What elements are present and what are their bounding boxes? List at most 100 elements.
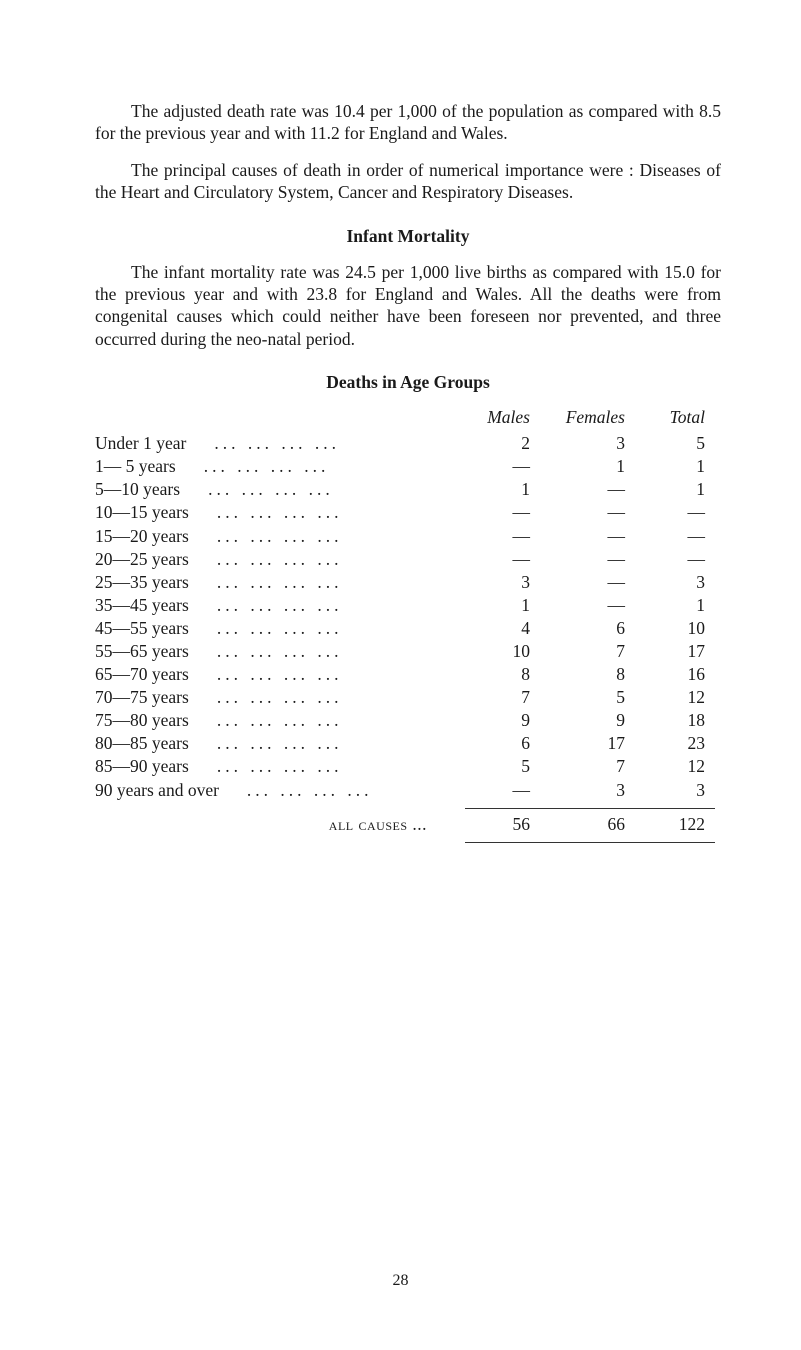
- row-total: 23: [625, 732, 705, 755]
- table-row: 20—25 years... ... ... ...———: [95, 548, 721, 571]
- row-males: 1: [455, 478, 530, 501]
- totals-females: 66: [530, 813, 625, 836]
- heading-infant-mortality: Infant Mortality: [95, 226, 721, 247]
- row-males: 9: [455, 709, 530, 732]
- leader-dots: ... ... ... ...: [189, 526, 343, 546]
- row-label-text: 20—25 years: [95, 549, 189, 569]
- table-row: 55—65 years... ... ... ...10717: [95, 640, 721, 663]
- row-females: —: [530, 501, 625, 524]
- leader-dots: ... ... ... ...: [189, 595, 343, 615]
- table-header-row: Males Females Total: [95, 407, 721, 428]
- heading-deaths-in-age-groups: Deaths in Age Groups: [95, 372, 721, 393]
- leader-dots: ... ... ... ...: [180, 479, 334, 499]
- row-males: —: [455, 455, 530, 478]
- row-label-text: 90 years and over: [95, 780, 219, 800]
- row-males: 2: [455, 432, 530, 455]
- row-females: 6: [530, 617, 625, 640]
- row-label: 55—65 years... ... ... ...: [95, 640, 455, 663]
- row-total: —: [625, 525, 705, 548]
- row-label-text: 45—55 years: [95, 618, 189, 638]
- leader-dots: ... ... ... ...: [189, 687, 343, 707]
- leader-dots: ... ... ... ...: [189, 502, 343, 522]
- totals-males: 56: [455, 813, 530, 836]
- row-label: 25—35 years... ... ... ...: [95, 571, 455, 594]
- row-total: 5: [625, 432, 705, 455]
- row-total: —: [625, 501, 705, 524]
- row-label: 65—70 years... ... ... ...: [95, 663, 455, 686]
- row-males: 5: [455, 755, 530, 778]
- row-label: 15—20 years... ... ... ...: [95, 525, 455, 548]
- leader-dots: ... ... ... ...: [176, 456, 330, 476]
- row-males: 4: [455, 617, 530, 640]
- leader-dots: ... ... ... ...: [189, 710, 343, 730]
- leader-dots: ... ... ... ...: [186, 433, 340, 453]
- row-label: Under 1 year... ... ... ...: [95, 432, 455, 455]
- row-label-text: 85—90 years: [95, 756, 189, 776]
- row-total: 18: [625, 709, 705, 732]
- leader-dots: ... ... ... ...: [189, 572, 343, 592]
- row-label-text: 80—85 years: [95, 733, 189, 753]
- row-males: 1: [455, 594, 530, 617]
- table-row: 90 years and over... ... ... ...—33: [95, 779, 721, 802]
- row-label: 5—10 years... ... ... ...: [95, 478, 455, 501]
- paragraph-infant-mortality: The infant mortality rate was 24.5 per 1…: [95, 261, 721, 351]
- row-females: 7: [530, 755, 625, 778]
- row-females: —: [530, 525, 625, 548]
- table-rule-top: [95, 808, 721, 809]
- leader-dots: ... ... ... ...: [189, 733, 343, 753]
- deaths-table: Males Females Total Under 1 year... ... …: [95, 407, 721, 843]
- row-males: —: [455, 525, 530, 548]
- totals-label: all causes ...: [95, 813, 455, 836]
- row-males: 8: [455, 663, 530, 686]
- leader-dots: ... ... ... ...: [189, 618, 343, 638]
- row-males: 10: [455, 640, 530, 663]
- leader-dots: ... ... ... ...: [189, 756, 343, 776]
- row-females: —: [530, 571, 625, 594]
- row-label-text: 5—10 years: [95, 479, 180, 499]
- page-number: 28: [0, 1272, 801, 1290]
- row-total: 3: [625, 571, 705, 594]
- paragraph-death-rate: The adjusted death rate was 10.4 per 1,0…: [95, 100, 721, 145]
- row-label: 80—85 years... ... ... ...: [95, 732, 455, 755]
- row-label-text: 75—80 years: [95, 710, 189, 730]
- row-females: 3: [530, 779, 625, 802]
- row-label: 20—25 years... ... ... ...: [95, 548, 455, 571]
- row-females: 9: [530, 709, 625, 732]
- row-total: 1: [625, 478, 705, 501]
- row-females: 8: [530, 663, 625, 686]
- row-males: —: [455, 548, 530, 571]
- table-row: 1— 5 years... ... ... ...—11: [95, 455, 721, 478]
- row-total: 16: [625, 663, 705, 686]
- table-row: 70—75 years... ... ... ...7512: [95, 686, 721, 709]
- row-label-text: 65—70 years: [95, 664, 189, 684]
- row-label: 10—15 years... ... ... ...: [95, 501, 455, 524]
- leader-dots: ... ... ... ...: [189, 664, 343, 684]
- paragraph-principal-causes: The principal causes of death in order o…: [95, 159, 721, 204]
- row-males: 7: [455, 686, 530, 709]
- row-label-text: 10—15 years: [95, 502, 189, 522]
- table-row: 85—90 years... ... ... ... 5712: [95, 755, 721, 778]
- leader-dots: ... ... ... ...: [219, 780, 373, 800]
- row-label-text: 15—20 years: [95, 526, 189, 546]
- row-label: 90 years and over... ... ... ...: [95, 779, 455, 802]
- row-males: —: [455, 501, 530, 524]
- row-label-text: 55—65 years: [95, 641, 189, 661]
- leader-dots: ... ... ... ...: [189, 641, 343, 661]
- totals-total: 122: [625, 813, 705, 836]
- table-row: Under 1 year... ... ... ...235: [95, 432, 721, 455]
- col-header-total: Total: [625, 407, 705, 428]
- row-total: 1: [625, 455, 705, 478]
- row-label: 45—55 years... ... ... ...: [95, 617, 455, 640]
- table-row: 35—45 years... ... ... ...1—1: [95, 594, 721, 617]
- col-header-blank: [95, 407, 455, 428]
- row-total: —: [625, 548, 705, 571]
- row-total: 12: [625, 755, 705, 778]
- col-header-males: Males: [455, 407, 530, 428]
- row-females: 1: [530, 455, 625, 478]
- row-females: —: [530, 548, 625, 571]
- row-females: —: [530, 478, 625, 501]
- table-total-row: all causes ... 56 66 122: [95, 813, 721, 836]
- row-label-text: Under 1 year: [95, 433, 186, 453]
- table-row: 5—10 years... ... ... ...1—1: [95, 478, 721, 501]
- row-label: 1— 5 years... ... ... ...: [95, 455, 455, 478]
